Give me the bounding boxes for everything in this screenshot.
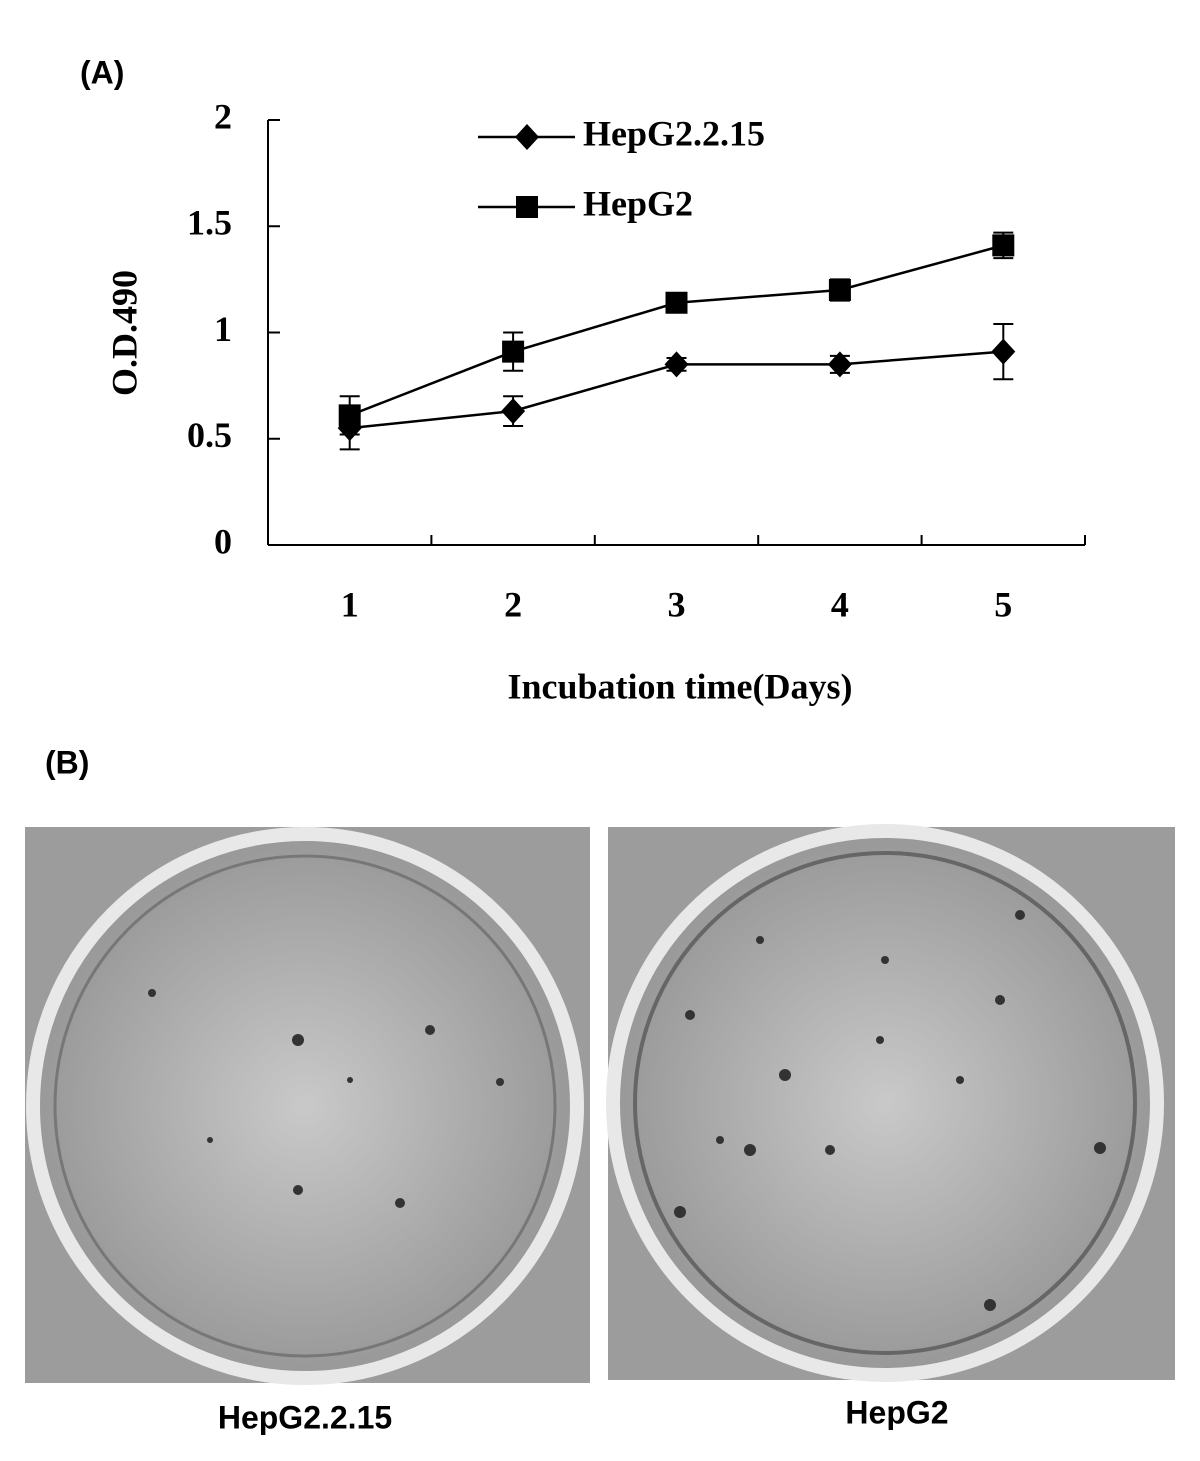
x-tick-label: 5 [994, 584, 1012, 624]
legend-marker [516, 196, 538, 218]
legend-label: HepG2 [583, 183, 693, 223]
data-point [338, 404, 361, 427]
data-point [665, 291, 688, 314]
photo-caption: HepG2 [845, 1394, 948, 1430]
y-tick-label: 1 [214, 309, 232, 349]
panel-label: (A) [80, 54, 124, 90]
panel-label: (B) [45, 744, 89, 780]
legend-label: HepG2.2.15 [583, 113, 765, 153]
x-tick-label: 2 [504, 584, 522, 624]
legend-marker [515, 124, 539, 150]
x-axis-label: Incubation time(Days) [507, 666, 852, 706]
photo [606, 824, 1175, 1382]
photo-caption: HepG2.2.15 [218, 1399, 392, 1435]
data-point [992, 234, 1015, 257]
y-tick-label: 0.5 [187, 415, 232, 455]
data-point [501, 398, 526, 425]
y-axis-label: O.D.490 [104, 270, 144, 396]
y-tick-label: 1.5 [187, 203, 232, 243]
data-point [991, 338, 1016, 365]
data-point [502, 340, 525, 363]
x-tick-label: 4 [831, 584, 849, 624]
data-point [664, 351, 689, 378]
x-tick-label: 1 [341, 584, 359, 624]
series-line [349, 244, 1004, 417]
x-tick-label: 3 [668, 584, 686, 624]
photo [25, 827, 590, 1385]
y-tick-label: 2 [214, 96, 232, 136]
y-tick-label: 0 [214, 521, 232, 561]
data-point [827, 351, 852, 378]
data-point [828, 279, 851, 301]
